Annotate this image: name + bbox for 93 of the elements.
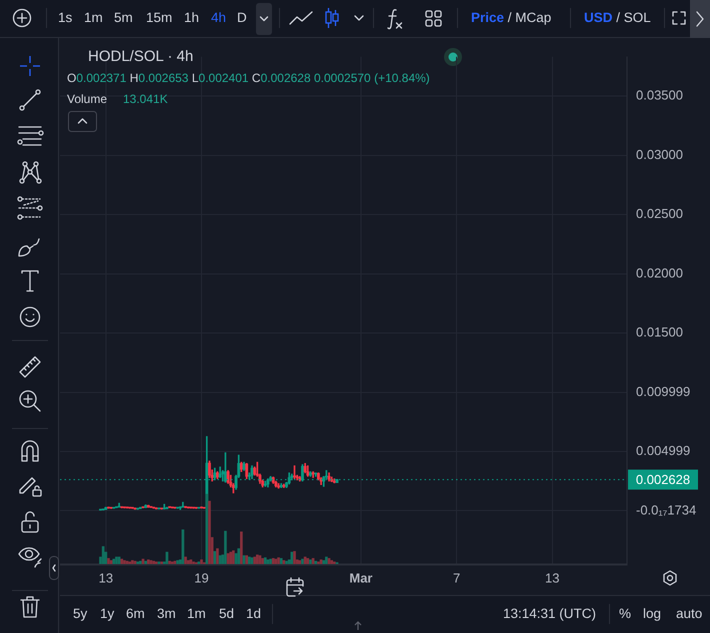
x-tick-label: 19 [194, 570, 209, 586]
text: O0.002371 H0.002653 L0.002401 C0.002628 0.0002570 (+10.84%) [67, 71, 430, 85]
bar [325, 556, 328, 564]
chart-title: HODL/SOL · 4h [88, 48, 194, 65]
bar [290, 552, 294, 564]
ref-line-label: 0.002628 [636, 472, 690, 488]
y-tick-label: 0.03000 [636, 146, 683, 162]
text: 1y [100, 606, 114, 622]
bar [248, 556, 251, 564]
text: 13:14:31 (UTC) [503, 606, 596, 622]
bar [237, 548, 240, 564]
chart-title: Volume [67, 91, 108, 107]
bar [320, 559, 322, 564]
bar [280, 558, 283, 564]
bar [285, 560, 288, 564]
bar [258, 555, 262, 564]
bar [253, 556, 256, 564]
bar [261, 558, 264, 564]
text: 4h [211, 10, 226, 26]
bar [226, 553, 230, 564]
bar [186, 560, 190, 564]
annotation: 13.041K [123, 91, 168, 107]
bar [110, 560, 112, 564]
bar [182, 529, 184, 564]
text: 1m [84, 10, 103, 26]
bar [102, 546, 105, 564]
bar [123, 560, 126, 564]
text: 1m [187, 606, 206, 622]
text: D [237, 10, 247, 26]
y-tick-label: 0.01500 [636, 324, 683, 340]
y-tick-label: 0.009999 [636, 384, 690, 399]
bar [176, 560, 179, 564]
bar [139, 560, 142, 564]
bar [242, 555, 246, 564]
bar [168, 560, 171, 564]
bar [301, 558, 304, 564]
bar [282, 560, 286, 564]
bar [314, 560, 318, 564]
bar [166, 552, 168, 564]
bar [304, 556, 306, 564]
bar [107, 558, 110, 564]
bar [174, 560, 176, 564]
text: 5d [219, 606, 234, 622]
bar [213, 551, 216, 564]
text: 1d [246, 606, 262, 622]
text: log [643, 606, 662, 622]
bar [245, 555, 248, 564]
x-tick-label: 7 [452, 570, 460, 586]
bar [277, 557, 280, 564]
text: auto [676, 606, 702, 622]
y-tick-label: 0.03500 [636, 88, 683, 103]
text: 5y [73, 606, 88, 622]
x-tick-label: 13 [98, 570, 114, 586]
bar [232, 550, 235, 564]
y-tick-label: 0.004999 [636, 443, 690, 458]
text: 15m [146, 10, 172, 26]
bar [309, 559, 312, 564]
bar [208, 500, 211, 564]
y-tick-label: 0.02500 [636, 206, 683, 222]
bar [224, 530, 227, 564]
text: Price / MCap [471, 10, 552, 26]
x-tick-label: Mar [349, 570, 372, 586]
y-tick-label: 0.02000 [636, 265, 683, 280]
bar [312, 558, 314, 564]
bar [134, 560, 136, 564]
bar [272, 558, 275, 564]
candlestick [293, 465, 296, 480]
text: % [619, 606, 632, 622]
text: 1s [58, 10, 72, 26]
bar [330, 560, 334, 564]
bar [293, 551, 296, 564]
bar [264, 557, 267, 564]
text: 5m [114, 10, 133, 26]
bar [322, 560, 326, 564]
bar [218, 555, 222, 564]
bar [118, 556, 120, 564]
bar [200, 559, 203, 564]
bar [184, 556, 187, 564]
text: 1h [184, 10, 200, 26]
bar [306, 558, 310, 564]
bar [240, 532, 243, 564]
bar [250, 557, 254, 564]
bar [216, 548, 219, 564]
bar [144, 560, 148, 564]
text: 3m [157, 606, 176, 622]
bar [328, 558, 330, 564]
bar [147, 559, 150, 564]
bar [298, 560, 302, 564]
x-tick-label: 13 [545, 570, 560, 586]
y-tick-label: -0.0₁₇1734 [636, 502, 696, 518]
bar [142, 558, 144, 564]
text: USD / SOL [584, 10, 651, 26]
text: 6m [126, 606, 145, 622]
